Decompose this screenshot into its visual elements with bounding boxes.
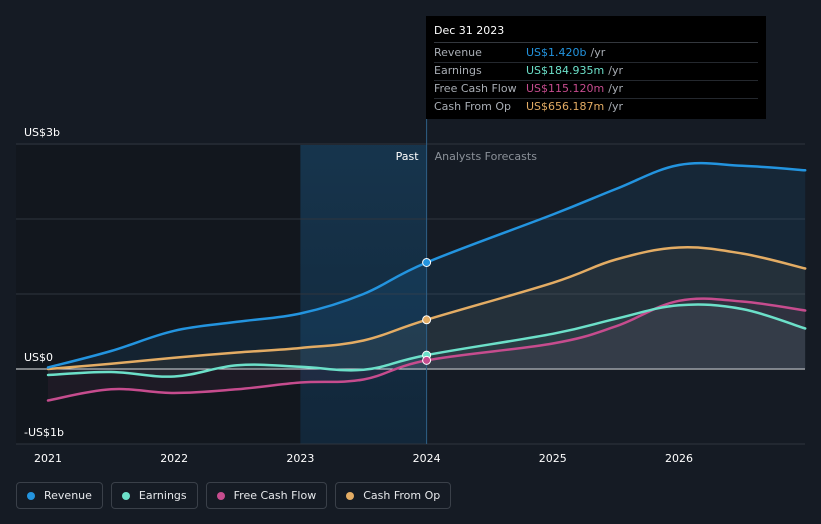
legend-label: Earnings [138,489,187,502]
y-tick-label: US$0 [24,351,53,364]
legend-dot-icon [216,491,225,500]
tooltip-label: Earnings [434,64,482,77]
tooltip-row-earnings: Earnings US$184.935m /yr [434,63,758,81]
legend-dot-icon [27,491,35,500]
past-label: Past [396,150,420,163]
x-axis-labels: 2021 2022 2023 2024 2025 2026 [34,452,693,465]
tooltip-row-cash-from-op: Cash From Op US$656.187m /yr [434,99,758,116]
earnings-line [46,303,807,378]
tooltip-unit: /yr [608,100,623,113]
cash-from-op-line [46,246,807,371]
grid [16,143,805,445]
tooltip-label: Cash From Op [434,100,512,113]
revenue-line [46,161,807,369]
tooltip-unit: /yr [590,46,606,59]
free-cash-flow-area [48,298,806,401]
x-tick-label: 2023 [286,452,314,465]
cash-from-op-area [48,247,806,369]
tooltip-unit: /yr [608,64,623,77]
revenue-marker [422,258,432,267]
x-tick-label: 2022 [160,452,188,465]
forecast-label: Analysts Forecasts [435,150,538,163]
tooltip-unit: /yr [608,82,623,95]
cash-from-op-marker [422,315,432,325]
legend-item-revenue[interactable]: Revenue [16,482,103,509]
y-tick-label: -US$1b [24,426,64,439]
tooltip-value: US$184.935m [526,64,605,77]
x-tick-label: 2026 [665,452,693,465]
legend-item-earnings[interactable]: Earnings [110,482,198,509]
legend-dot-icon [121,491,130,500]
legend-item-free-cash-flow[interactable]: Free Cash Flow [205,482,328,509]
series-lines [46,161,807,402]
x-tick-label: 2025 [539,452,567,465]
legend: Revenue Earnings Free Cash Flow Cash Fro… [16,482,452,511]
x-tick-label: 2021 [34,452,62,465]
y-tick-label: US$3b [24,126,60,139]
earnings-area [48,304,806,377]
x-tick-label: 2024 [413,452,441,465]
free-cash-flow-marker [422,355,432,365]
legend-dot-icon [346,491,355,500]
legend-item-cash-from-op[interactable]: Cash From Op [335,482,452,509]
tooltip-label: Revenue [434,46,482,59]
tooltip-label: Free Cash Flow [434,82,517,95]
legend-label: Cash From Op [363,489,441,502]
tooltip-row-revenue: Revenue US$1.420b /yr [434,45,758,63]
tooltip-value: US$115.120m [526,82,605,95]
tooltip-value: US$1.420b [526,46,587,59]
y-axis-labels: US$3b US$0 -US$1b [24,126,64,439]
tooltip-date: Dec 31 2023 [434,24,758,43]
tooltip: Dec 31 2023 Revenue US$1.420b /yr Earnin… [426,16,766,119]
tooltip-markers [422,258,432,365]
free-cash-flow-line [46,297,807,402]
legend-label: Free Cash Flow [233,489,317,502]
tooltip-row-free-cash-flow: Free Cash Flow US$115.120m /yr [434,81,758,99]
legend-label: Revenue [44,489,92,502]
tooltip-value: US$656.187m [526,100,605,113]
